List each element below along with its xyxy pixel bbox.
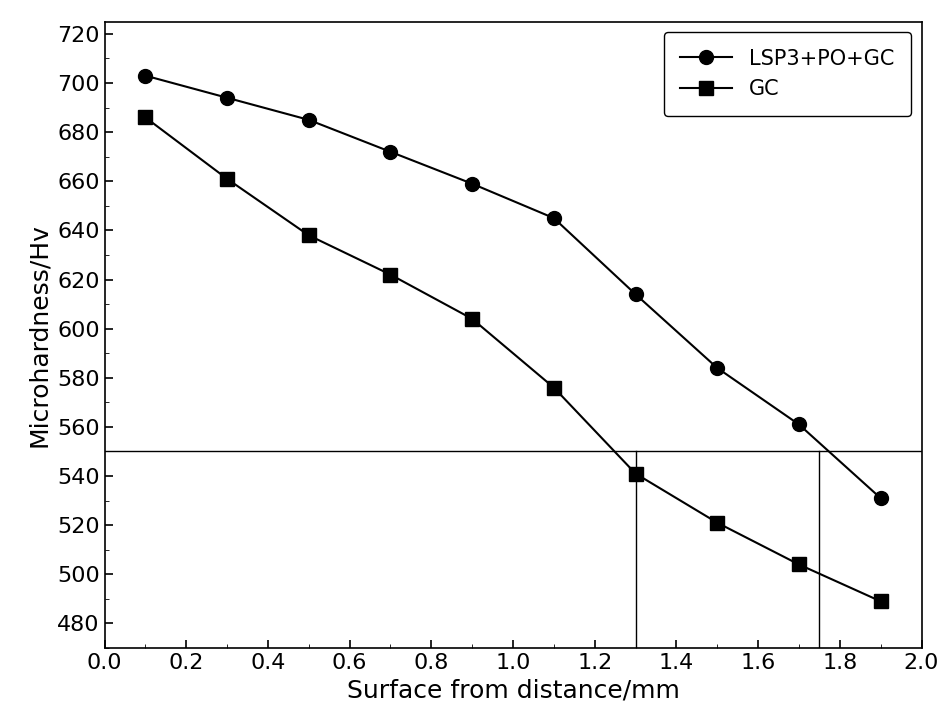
LSP3+PO+GC — [630, 290, 641, 299]
LSP3+PO+GC — [140, 71, 151, 80]
LSP3+PO+GC — [548, 214, 560, 222]
LSP3+PO+GC — [221, 94, 233, 102]
GC — [466, 315, 478, 323]
GC — [221, 174, 233, 183]
Legend: LSP3+PO+GC, GC: LSP3+PO+GC, GC — [664, 32, 911, 116]
GC — [303, 231, 314, 240]
GC — [630, 469, 641, 478]
LSP3+PO+GC — [712, 364, 723, 372]
LSP3+PO+GC — [466, 179, 478, 188]
Line: GC: GC — [139, 110, 887, 608]
Line: LSP3+PO+GC: LSP3+PO+GC — [139, 68, 887, 505]
LSP3+PO+GC — [875, 494, 886, 503]
GC — [385, 270, 396, 279]
LSP3+PO+GC — [303, 115, 314, 124]
GC — [140, 113, 151, 122]
LSP3+PO+GC — [793, 420, 805, 429]
LSP3+PO+GC — [385, 148, 396, 156]
GC — [548, 383, 560, 392]
GC — [875, 597, 886, 606]
Y-axis label: Microhardness/Hv: Microhardness/Hv — [28, 223, 51, 446]
X-axis label: Surface from distance/mm: Surface from distance/mm — [347, 678, 679, 703]
GC — [712, 518, 723, 527]
GC — [793, 560, 805, 569]
